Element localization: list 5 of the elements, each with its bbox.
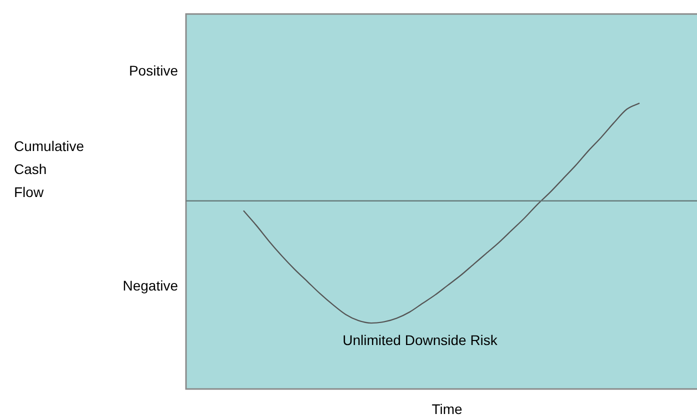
text: Time <box>432 400 463 417</box>
text: Positive <box>128 62 178 78</box>
text: Cumulative Cash Flow <box>14 138 84 200</box>
text: Negative <box>122 277 178 294</box>
text: Unlimited Downside Risk <box>342 332 498 348</box>
